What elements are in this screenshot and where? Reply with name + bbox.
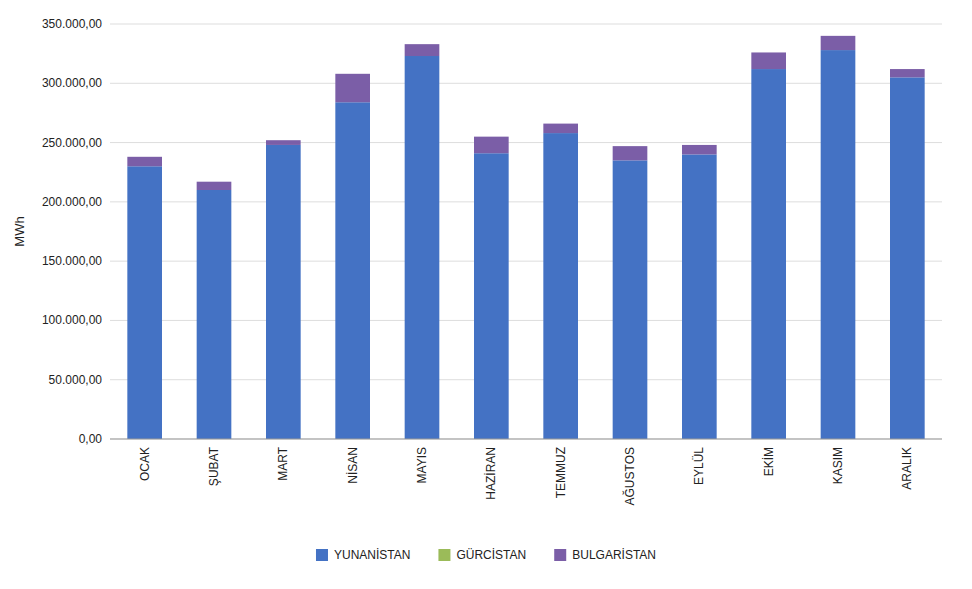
- grid-line: [110, 201, 942, 202]
- bar-segment: [751, 52, 786, 69]
- series: [127, 50, 924, 439]
- y-tick-label: 150.000,00: [42, 254, 102, 268]
- y-tick-label: 100.000,00: [42, 313, 102, 327]
- grid-line: [110, 320, 942, 321]
- x-axis-line: [110, 439, 942, 440]
- bar-segment: [127, 157, 162, 166]
- bar-segment: [266, 140, 301, 145]
- bar-segment: [474, 137, 509, 154]
- bar-segment: [474, 153, 509, 439]
- bar-segment: [266, 145, 301, 439]
- y-tick-label: 300.000,00: [42, 76, 102, 90]
- x-tick-label: EKİM: [762, 447, 776, 476]
- x-tick-label: ŞUBAT: [207, 446, 221, 486]
- grid-line: [110, 261, 942, 262]
- y-tick-label: 350.000,00: [42, 17, 102, 31]
- x-tick-label: MAYIS: [415, 447, 429, 483]
- y-tick-label: 50.000,00: [49, 373, 103, 387]
- y-tick-label: 200.000,00: [42, 195, 102, 209]
- legend-label: YUNANİSTAN: [334, 548, 410, 562]
- legend-label: BULGARİSTAN: [572, 548, 656, 562]
- legend-item: BULGARİSTAN: [554, 548, 656, 562]
- bars: [127, 36, 924, 439]
- y-axis: 0,00 50.000,00 100.000,00 150.000,00 200.000…: [42, 17, 942, 446]
- bar-segment: [821, 36, 856, 50]
- x-tick-label: HAZİRAN: [484, 447, 498, 500]
- bar-segment: [613, 160, 648, 439]
- y-tick-label: 250.000,00: [42, 136, 102, 150]
- x-tick-label: AĞUSTOS: [622, 447, 637, 505]
- x-tick-label: KASIM: [831, 447, 845, 484]
- chart: 0,00 50.000,00 100.000,00 150.000,00 200.000…: [0, 0, 972, 589]
- bar-segment: [543, 133, 578, 439]
- bar-segment: [682, 154, 717, 439]
- x-tick-label: MART: [276, 446, 290, 480]
- x-tick-label: EYLÜL: [692, 447, 706, 485]
- legend-swatch: [316, 549, 328, 561]
- legend: YUNANİSTAN GÜRCİSTAN BULGARİSTAN: [316, 548, 656, 562]
- bar-segment: [405, 44, 440, 56]
- bar-segment: [890, 69, 925, 77]
- legend-label: GÜRCİSTAN: [456, 548, 526, 562]
- y-tick-label: 0,00: [79, 432, 103, 446]
- grid-line: [110, 83, 942, 84]
- bar-segment: [335, 102, 370, 439]
- legend-item: GÜRCİSTAN: [438, 548, 526, 562]
- legend-item: YUNANİSTAN: [316, 548, 410, 562]
- bar-segment: [197, 190, 232, 439]
- grid-line: [110, 24, 942, 25]
- x-axis: OCAK ŞUBAT MART NİSAN MAYIS HAZİRAN TEMMUZ AĞUS…: [138, 446, 915, 505]
- bar-segment: [682, 145, 717, 154]
- x-tick-label: TEMMUZ: [554, 447, 568, 498]
- bar-segment: [405, 56, 440, 439]
- bar-segment: [197, 182, 232, 190]
- grid-line: [110, 142, 942, 143]
- grid-line: [110, 379, 942, 380]
- bar-segment: [751, 69, 786, 439]
- y-axis-label: MWh: [12, 216, 27, 246]
- bar-segment: [890, 77, 925, 439]
- bar-segment: [613, 146, 648, 160]
- bar-segment: [335, 74, 370, 102]
- legend-swatch: [554, 549, 566, 561]
- grid-line: [110, 439, 942, 440]
- bar-segment: [127, 166, 162, 439]
- bar-segment: [821, 50, 856, 439]
- x-tick-label: OCAK: [138, 447, 152, 481]
- chart-container: 0,00 50.000,00 100.000,00 150.000,00 200.000…: [0, 0, 972, 589]
- x-tick-label: ARALIK: [900, 447, 914, 490]
- bar-segment: [543, 124, 578, 133]
- legend-swatch: [438, 549, 450, 561]
- x-tick-label: NİSAN: [346, 447, 360, 484]
- series: [127, 36, 924, 190]
